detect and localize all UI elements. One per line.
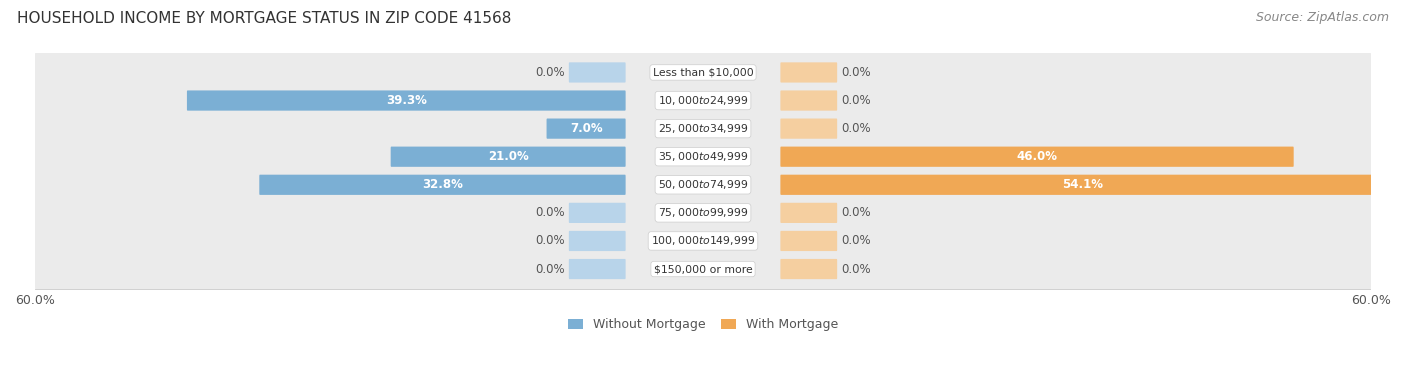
Text: HOUSEHOLD INCOME BY MORTGAGE STATUS IN ZIP CODE 41568: HOUSEHOLD INCOME BY MORTGAGE STATUS IN Z… — [17, 11, 512, 26]
FancyBboxPatch shape — [780, 175, 1384, 195]
Text: $150,000 or more: $150,000 or more — [654, 264, 752, 274]
Text: 0.0%: 0.0% — [841, 206, 870, 219]
Text: 54.1%: 54.1% — [1062, 178, 1102, 191]
Text: Less than $10,000: Less than $10,000 — [652, 67, 754, 77]
Text: 46.0%: 46.0% — [1017, 150, 1057, 163]
FancyBboxPatch shape — [780, 90, 837, 111]
Text: 0.0%: 0.0% — [841, 122, 870, 135]
Text: $50,000 to $74,999: $50,000 to $74,999 — [658, 178, 748, 191]
FancyBboxPatch shape — [569, 62, 626, 82]
Text: 32.8%: 32.8% — [422, 178, 463, 191]
Text: $100,000 to $149,999: $100,000 to $149,999 — [651, 234, 755, 248]
FancyBboxPatch shape — [35, 245, 1371, 293]
Text: 0.0%: 0.0% — [536, 234, 565, 248]
Text: 0.0%: 0.0% — [536, 66, 565, 79]
FancyBboxPatch shape — [780, 62, 837, 82]
Text: 0.0%: 0.0% — [841, 66, 870, 79]
FancyBboxPatch shape — [35, 160, 1371, 209]
Text: 0.0%: 0.0% — [841, 263, 870, 276]
FancyBboxPatch shape — [569, 231, 626, 251]
FancyBboxPatch shape — [547, 119, 626, 139]
Text: 7.0%: 7.0% — [569, 122, 602, 135]
Text: $25,000 to $34,999: $25,000 to $34,999 — [658, 122, 748, 135]
FancyBboxPatch shape — [35, 48, 1371, 97]
Text: Source: ZipAtlas.com: Source: ZipAtlas.com — [1256, 11, 1389, 24]
FancyBboxPatch shape — [259, 175, 626, 195]
Legend: Without Mortgage, With Mortgage: Without Mortgage, With Mortgage — [562, 313, 844, 336]
FancyBboxPatch shape — [35, 76, 1371, 125]
Text: 39.3%: 39.3% — [385, 94, 426, 107]
Text: $10,000 to $24,999: $10,000 to $24,999 — [658, 94, 748, 107]
FancyBboxPatch shape — [35, 104, 1371, 153]
FancyBboxPatch shape — [780, 231, 837, 251]
Text: 0.0%: 0.0% — [841, 94, 870, 107]
Text: 0.0%: 0.0% — [536, 206, 565, 219]
FancyBboxPatch shape — [35, 132, 1371, 181]
Text: 0.0%: 0.0% — [841, 234, 870, 248]
Text: 21.0%: 21.0% — [488, 150, 529, 163]
FancyBboxPatch shape — [780, 203, 837, 223]
FancyBboxPatch shape — [780, 259, 837, 279]
FancyBboxPatch shape — [569, 259, 626, 279]
FancyBboxPatch shape — [780, 119, 837, 139]
FancyBboxPatch shape — [391, 147, 626, 167]
FancyBboxPatch shape — [187, 90, 626, 111]
Text: $35,000 to $49,999: $35,000 to $49,999 — [658, 150, 748, 163]
FancyBboxPatch shape — [569, 203, 626, 223]
FancyBboxPatch shape — [780, 147, 1294, 167]
Text: $75,000 to $99,999: $75,000 to $99,999 — [658, 206, 748, 219]
FancyBboxPatch shape — [35, 217, 1371, 265]
Text: 0.0%: 0.0% — [536, 263, 565, 276]
FancyBboxPatch shape — [35, 188, 1371, 237]
